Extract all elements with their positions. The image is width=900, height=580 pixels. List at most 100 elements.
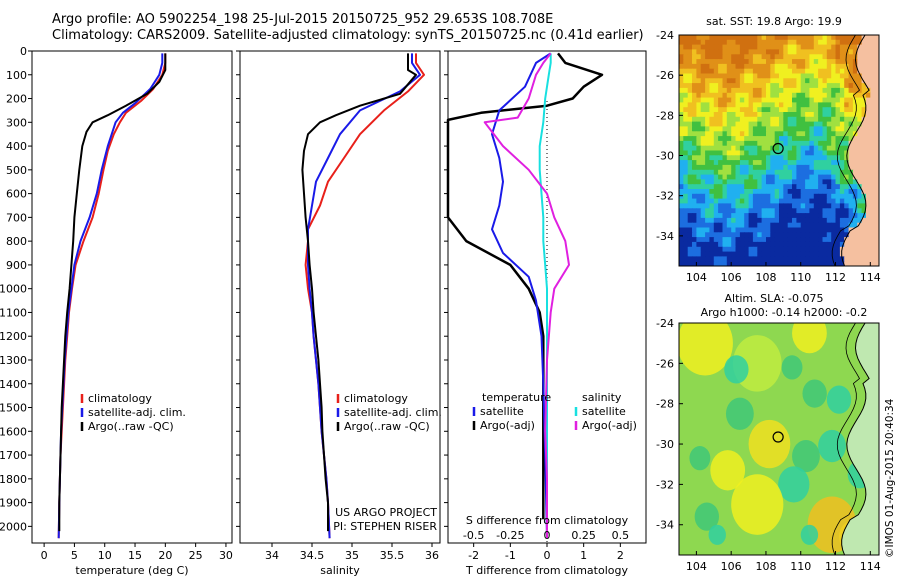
- sst-cell: [683, 126, 689, 132]
- sst-cell: [861, 246, 867, 253]
- sst-cell: [731, 59, 737, 65]
- sst-cell: [874, 184, 879, 190]
- sst-cell: [718, 73, 723, 79]
- sst-cell: [874, 44, 879, 50]
- sst-cell: [757, 213, 763, 219]
- sst-cell: [726, 164, 732, 171]
- sst-cell: [813, 184, 819, 190]
- sst-cell: [826, 35, 832, 41]
- sst-cell: [705, 150, 710, 156]
- sla-feature: [710, 450, 746, 491]
- sst-cell: [766, 222, 771, 229]
- sst-cell: [831, 102, 837, 108]
- legend-label-sat: satellite-adj. clim.: [88, 406, 186, 419]
- sst-cell: [831, 160, 837, 166]
- sst-cell: [844, 102, 850, 108]
- sst-cell: [761, 68, 767, 75]
- sst-cell: [722, 59, 728, 65]
- sst-cell: [700, 198, 706, 204]
- sst-cell: [826, 126, 832, 132]
- sst-cell: [783, 107, 789, 113]
- sst-cell: [787, 87, 793, 94]
- sst-cell: [848, 261, 854, 266]
- sst-cell: [870, 174, 876, 180]
- sst-cell: [752, 160, 758, 166]
- sst-cell: [735, 198, 741, 204]
- sst-cell: [818, 217, 823, 224]
- sst-cell: [796, 150, 802, 156]
- sst-cell: [818, 35, 823, 41]
- sst-cell: [726, 261, 732, 266]
- sst-cell: [866, 92, 871, 99]
- sst-cell: [783, 241, 789, 248]
- sst-cell: [809, 126, 815, 132]
- sst-cell: [735, 184, 741, 190]
- sst-cell: [861, 208, 867, 214]
- sst-cell: [831, 198, 837, 204]
- sst-cell: [822, 237, 828, 243]
- sst-cell: [800, 174, 806, 180]
- sst-cell: [792, 208, 797, 214]
- sst-cell: [722, 126, 728, 132]
- sst-cell: [679, 83, 684, 89]
- sst-cell: [757, 251, 763, 257]
- sst-cell: [744, 116, 750, 123]
- sst-cell: [679, 87, 684, 94]
- sst-cell: [792, 193, 797, 200]
- sst-cell: [835, 169, 841, 176]
- sst-cell: [713, 116, 719, 123]
- sst-cell: [692, 97, 697, 103]
- sst-cell: [826, 261, 832, 266]
- sst-cell: [826, 208, 832, 214]
- sst-cell: [735, 131, 741, 137]
- x-tick-label: 34: [265, 549, 279, 562]
- sst-cell: [705, 213, 710, 219]
- sst-cell: [713, 256, 719, 262]
- sst-cell: [692, 174, 697, 180]
- sst-cell: [813, 198, 819, 204]
- sst-cell: [839, 160, 845, 166]
- sst-cell: [870, 39, 876, 46]
- sst-cell: [757, 73, 763, 79]
- sst-cell: [731, 246, 737, 253]
- sst-cell: [870, 208, 876, 214]
- sst-cell: [757, 241, 763, 248]
- sst-cell: [800, 126, 806, 132]
- sst-cell: [826, 140, 832, 147]
- sst-cell: [813, 73, 819, 79]
- sst-cell: [857, 39, 863, 46]
- sst-cell: [813, 150, 819, 156]
- sst-cell: [761, 145, 767, 152]
- sst-cell: [752, 63, 758, 70]
- sst-cell: [679, 92, 684, 99]
- sst-cell: [813, 35, 819, 41]
- sst-cell: [744, 97, 750, 103]
- sst-cell: [787, 78, 793, 84]
- sst-cell: [683, 136, 689, 142]
- sst-cell: [835, 126, 841, 132]
- sst-cell: [709, 145, 715, 152]
- sst-cell: [692, 251, 697, 257]
- panel-frame: [31, 50, 233, 544]
- sst-cell: [683, 261, 689, 266]
- sst-cell: [787, 213, 793, 219]
- sst-cell: [731, 92, 737, 99]
- sst-cell: [809, 169, 815, 176]
- sst-cell: [848, 184, 854, 190]
- sst-cell: [792, 78, 797, 84]
- x-tick-label: 20: [158, 549, 172, 562]
- sst-cell: [679, 116, 684, 123]
- sst-cell: [761, 227, 767, 233]
- sst-cell: [813, 169, 819, 176]
- sst-cell: [696, 121, 702, 127]
- sst-cell: [752, 189, 758, 195]
- sst-cell: [687, 97, 693, 103]
- sst-cell: [818, 116, 823, 123]
- sst-cell: [835, 227, 841, 233]
- sst-cell: [809, 44, 815, 50]
- sst-cell: [805, 131, 810, 137]
- sst-cell: [687, 121, 693, 127]
- sst-cell: [826, 87, 832, 94]
- sst-cell: [692, 246, 697, 253]
- sst-cell: [683, 213, 689, 219]
